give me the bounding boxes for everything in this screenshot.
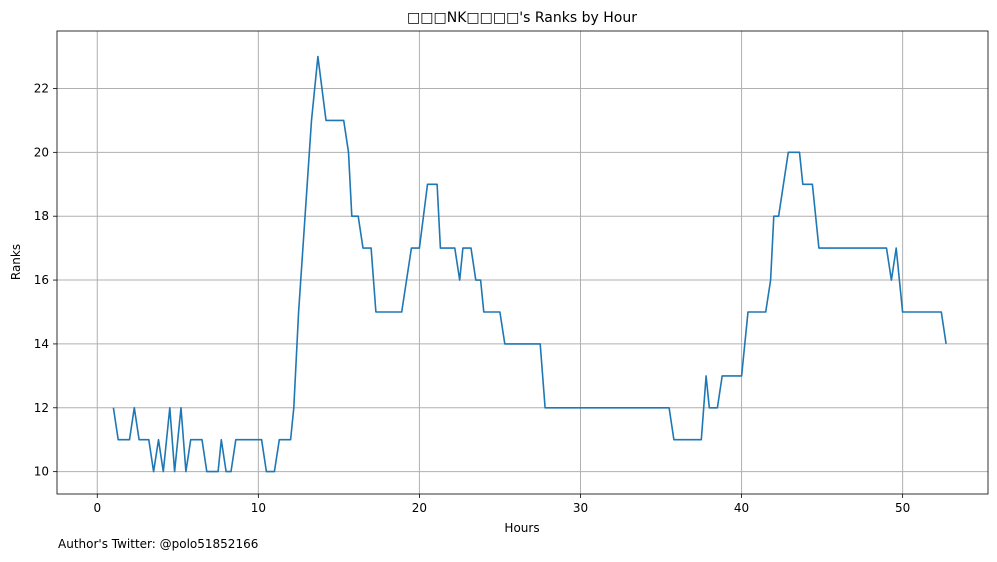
x-tick-label: 20 [412,501,427,515]
y-tick-label: 14 [34,337,49,351]
x-tick-label: 0 [93,501,101,515]
y-axis-label: Ranks [9,244,23,280]
y-tick-label: 18 [34,209,49,223]
plot-frame [56,30,989,495]
rank-series-line [112,55,947,473]
x-tick-label: 40 [734,501,749,515]
grid [57,31,988,494]
y-tick-label: 22 [34,81,49,95]
x-axis-ticks: 0 10 20 30 40 50 [93,494,910,515]
y-tick-label: 10 [34,465,49,479]
author-credit: Author's Twitter: @polo51852166 [58,537,259,551]
series-group [112,55,947,473]
x-axis-label: Hours [504,521,539,535]
y-tick-label: 20 [34,145,49,159]
x-tick-label: 10 [251,501,266,515]
y-tick-label: 12 [34,401,49,415]
x-tick-label: 30 [573,501,588,515]
y-axis-ticks: 10 12 14 16 18 20 22 [34,81,57,479]
y-tick-label: 16 [34,273,49,287]
x-tick-label: 50 [895,501,910,515]
chart-title: □□□NK□□□□'s Ranks by Hour [407,10,637,26]
